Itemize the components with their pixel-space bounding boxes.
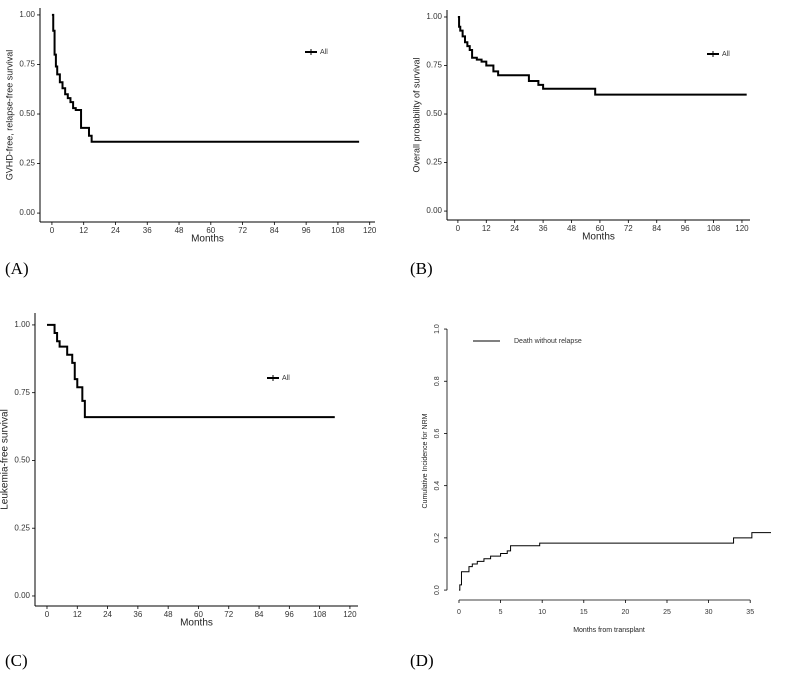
y-tick-label: 1.00 [426, 12, 442, 21]
x-tick-label: 72 [624, 224, 633, 233]
x-tick-label: 84 [652, 224, 661, 233]
x-tick-label: 10 [538, 609, 546, 616]
x-tick-label: 20 [621, 609, 629, 616]
y-tick-label: 1.00 [19, 10, 35, 19]
y-tick-label: 0.00 [426, 206, 442, 215]
y-tick-label: 0.75 [14, 388, 30, 397]
x-tick-label: 12 [73, 610, 82, 619]
x-tick-label: 12 [79, 226, 88, 235]
x-tick-label: 48 [567, 224, 576, 233]
x-axis-title: Months [191, 234, 224, 245]
x-axis-title: Months from transplant [573, 627, 645, 634]
x-tick-label: 84 [270, 226, 279, 235]
survival-curve [51, 13, 360, 143]
x-tick-label: 72 [224, 610, 233, 619]
x-tick-label: 36 [143, 226, 152, 235]
survival-curve [457, 15, 747, 96]
x-tick-label: 30 [705, 609, 713, 616]
y-tick-label: 1.00 [14, 320, 30, 329]
legend-label: All [320, 49, 328, 56]
x-tick-label: 25 [663, 609, 671, 616]
x-tick-label: 84 [255, 610, 264, 619]
y-tick-label: 0.2 [434, 533, 441, 543]
survival-curve [458, 532, 771, 591]
x-axis-title: Months [180, 618, 213, 629]
legend-label: Death without relapse [514, 338, 582, 345]
x-tick-label: 48 [175, 226, 184, 235]
x-tick-label: 108 [331, 226, 345, 235]
panel-label: (A) [5, 259, 29, 278]
y-tick-label: 1.0 [434, 324, 441, 334]
y-tick-label: 0.25 [14, 523, 30, 532]
y-axis-title: Cumulative Incidence for NRM [422, 413, 429, 508]
y-tick-label: 0.25 [19, 159, 35, 168]
panel-label: (C) [5, 651, 28, 670]
y-tick-label: 0.00 [19, 208, 35, 217]
y-tick-label: 0.50 [14, 456, 30, 465]
x-tick-label: 120 [343, 610, 357, 619]
x-tick-label: 12 [482, 224, 491, 233]
x-tick-label: 0 [45, 610, 50, 619]
x-tick-label: 15 [580, 609, 588, 616]
y-tick-label: 0.00 [14, 591, 30, 600]
x-tick-label: 0 [456, 224, 461, 233]
survival-curve [46, 323, 335, 419]
legend-label: All [722, 51, 730, 58]
panel-label: (D) [410, 651, 434, 670]
y-tick-label: 0.25 [426, 158, 442, 167]
x-tick-label: 120 [735, 224, 749, 233]
x-tick-label: 60 [595, 224, 604, 233]
y-axis-title: Overall probability of survival [411, 57, 421, 172]
x-tick-label: 108 [313, 610, 327, 619]
y-axis-title: GVHD-free, relapse-free survival [4, 50, 14, 181]
x-tick-label: 36 [133, 610, 142, 619]
y-tick-label: 0.75 [19, 60, 35, 69]
x-tick-label: 96 [302, 226, 311, 235]
panel-label: (B) [410, 259, 433, 278]
x-tick-label: 35 [746, 609, 754, 616]
x-tick-label: 48 [164, 610, 173, 619]
y-tick-label: 0.50 [426, 109, 442, 118]
x-axis-title: Months [582, 232, 615, 243]
x-tick-label: 96 [285, 610, 294, 619]
x-tick-label: 24 [103, 610, 112, 619]
y-tick-label: 0.50 [19, 109, 35, 118]
y-axis-title: Leukemia-free survival [0, 409, 11, 510]
x-tick-label: 24 [111, 226, 120, 235]
x-tick-label: 108 [707, 224, 721, 233]
y-tick-label: 0.0 [434, 585, 441, 595]
x-tick-label: 96 [681, 224, 690, 233]
x-tick-label: 5 [499, 609, 503, 616]
legend-label: All [282, 375, 290, 382]
y-tick-label: 0.75 [426, 61, 442, 70]
y-tick-label: 0.6 [434, 428, 441, 438]
x-tick-label: 60 [194, 610, 203, 619]
y-tick-label: 0.8 [434, 376, 441, 386]
x-tick-label: 120 [363, 226, 377, 235]
y-tick-label: 0.4 [434, 481, 441, 491]
x-tick-label: 36 [539, 224, 548, 233]
x-tick-label: 24 [510, 224, 519, 233]
x-tick-label: 60 [206, 226, 215, 235]
x-tick-label: 72 [238, 226, 247, 235]
x-tick-label: 0 [457, 609, 461, 616]
x-tick-label: 0 [50, 226, 55, 235]
